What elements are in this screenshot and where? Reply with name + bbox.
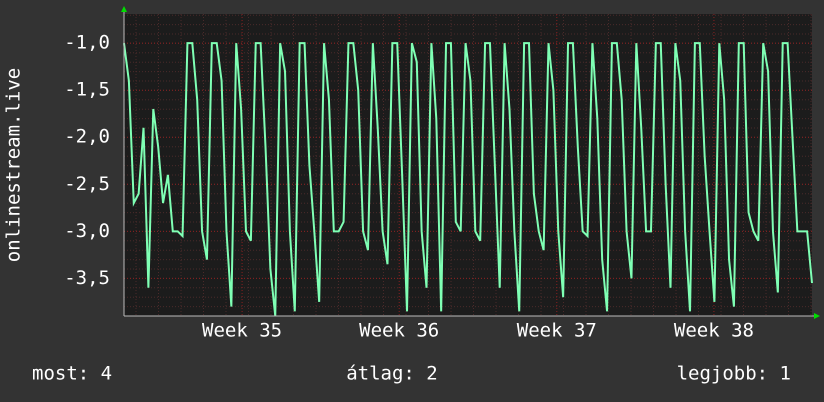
y-tick-label: -2,0 [64,126,110,148]
footer-average: átlag: 2 [346,363,438,385]
x-tick-label: Week 35 [202,320,282,342]
footer-current: most: 4 [32,363,112,385]
y-tick-label: -2,5 [64,173,110,195]
x-tick-label: Week 36 [359,320,439,342]
y-axis-label: onlinestream.live [3,68,25,262]
data-line [123,42,813,317]
y-tick-label: -3,5 [64,267,110,289]
y-tick-label: -1,0 [64,32,110,54]
footer-best: legjobb: 1 [677,363,791,385]
x-tick-label: Week 37 [517,320,597,342]
y-tick-label: -1,5 [64,79,110,101]
y-tick-label: -3,0 [64,220,110,242]
x-arrow [814,313,820,319]
x-tick-label: Week 38 [674,320,754,342]
y-arrow [121,6,127,12]
